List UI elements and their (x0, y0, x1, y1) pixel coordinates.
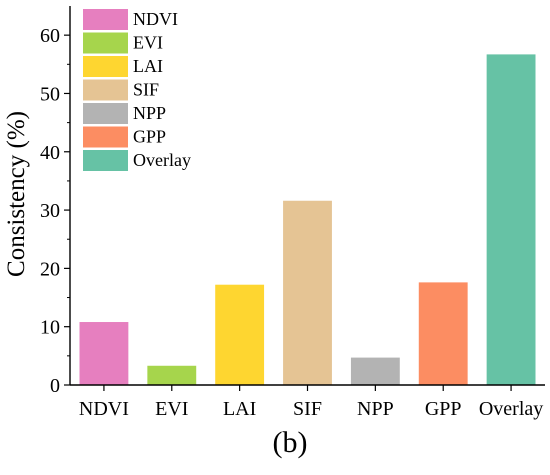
bars-group (79, 54, 536, 385)
x-tick-label-overlay: Overlay (479, 398, 543, 420)
x-tick-label-ndvi: NDVI (79, 398, 129, 420)
legend-label-gpp: GPP (133, 127, 166, 147)
bar-sif (283, 200, 332, 385)
x-tick-label-sif: SIF (293, 398, 322, 420)
legend-label-sif: SIF (133, 80, 159, 100)
x-tick-label-npp: NPP (357, 398, 394, 420)
legend-swatch-gpp (83, 126, 128, 148)
legend-label-overlay: Overlay (133, 150, 191, 170)
bar-overlay (486, 54, 536, 385)
bar-ndvi (79, 322, 129, 385)
bar-evi (147, 365, 197, 385)
legend-label-ndvi: NDVI (133, 9, 178, 29)
bar-lai (215, 284, 265, 385)
y-tick-label-20: 20 (40, 258, 60, 280)
legend-swatch-sif (83, 79, 128, 101)
bar-gpp (418, 282, 468, 385)
legend-label-evi: EVI (133, 33, 163, 53)
x-tick-label-lai: LAI (223, 398, 256, 420)
x-tick-label-evi: EVI (155, 398, 188, 420)
legend-swatch-overlay (83, 150, 128, 171)
y-tick-label-10: 10 (40, 317, 60, 339)
legend: NDVI EVI LAI SIF NPP GPP Overlay (83, 9, 191, 171)
y-tick-label-60: 60 (40, 25, 60, 47)
legend-swatch-lai (83, 56, 128, 77)
legend-label-lai: LAI (133, 56, 163, 76)
legend-swatch-evi (83, 32, 128, 54)
legend-label-npp: NPP (133, 103, 166, 123)
ticks-group: NDVI EVI LAI SIF NPP GPP Overlay 0 10 20 30 40 50 60 (40, 25, 543, 420)
legend-swatch-ndvi (83, 9, 128, 30)
y-axis-title: Consistency (%) (3, 111, 30, 277)
y-tick-label-40: 40 (40, 142, 60, 164)
y-tick-label-50: 50 (40, 83, 60, 105)
panel-label: (b) (273, 426, 308, 459)
bar-npp (350, 357, 400, 385)
y-tick-label-30: 30 (40, 200, 60, 222)
legend-swatch-npp (83, 103, 128, 124)
x-tick-label-gpp: GPP (425, 398, 462, 420)
y-tick-label-0: 0 (50, 375, 60, 397)
